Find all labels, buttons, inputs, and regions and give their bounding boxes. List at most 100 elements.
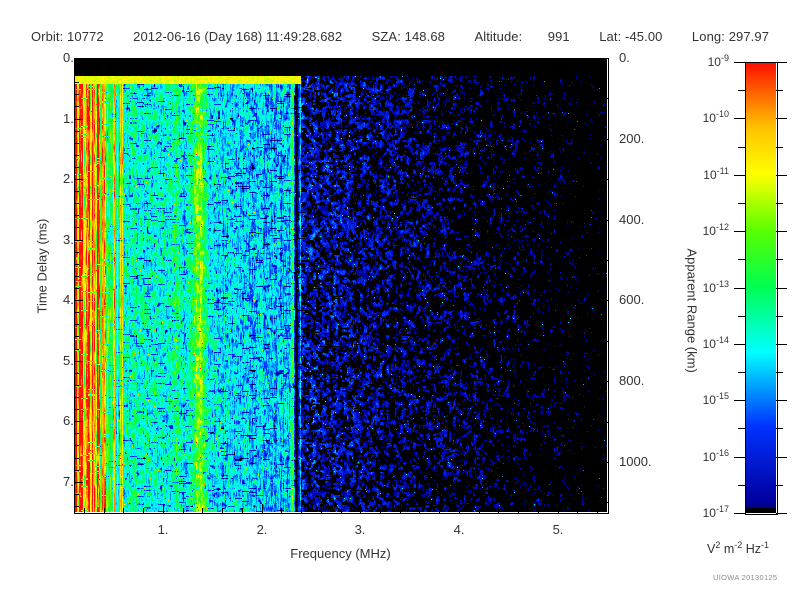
figure-credit: UIOWA 20130125 (713, 573, 778, 582)
x-minor-tick (281, 508, 282, 513)
y-left-minor-tick (74, 143, 79, 144)
colorbar-minor-tick-right (776, 203, 783, 204)
y-right-minor-tick (603, 179, 608, 180)
x-tick-label-0: 1. (157, 522, 169, 537)
y-left-minor-tick (74, 203, 79, 204)
x-tick-label-2: 3. (354, 522, 366, 537)
y-left-minor-tick (74, 167, 79, 168)
x-major-tick (163, 504, 164, 513)
x-major-tick (360, 504, 361, 513)
x-minor-tick (577, 508, 578, 513)
colorbar-major-tick-left (734, 175, 745, 176)
y-right-major-tick (599, 139, 608, 140)
colorbar-major-tick-left (734, 457, 745, 458)
y-left-minor-tick (74, 106, 79, 107)
orbit-value: 10772 (67, 29, 104, 44)
colorbar-major-tick-left (734, 62, 745, 63)
y-left-minor-tick (74, 312, 79, 313)
x-minor-tick (419, 508, 420, 513)
y-right-minor-tick-end (602, 511, 607, 512)
colorbar-minor-tick-left (738, 485, 745, 486)
y-left-major-tick (74, 361, 83, 362)
y-right-tick-label-1: 200. (619, 131, 645, 146)
datetime-value: 2012-06-16 (Day 168) 11:49:28.682 (133, 29, 343, 44)
orbit-label: Orbit: (30, 29, 64, 44)
y-left-minor-tick (74, 506, 79, 507)
colorbar-major-tick-right (776, 231, 787, 232)
y-left-minor-tick (74, 336, 79, 337)
y-left-minor-tick (74, 155, 79, 156)
colorbar-minor-tick-right (776, 259, 783, 260)
colorbar-tick-label-2: 10-11 (703, 166, 729, 182)
y-right-minor-tick (603, 260, 608, 261)
colorbar-major-tick-left (734, 231, 745, 232)
y-left-minor-tick (74, 458, 79, 459)
colorbar-minor-tick-left (738, 428, 745, 429)
altitude-value: 991 (547, 29, 570, 44)
x-minor-tick (321, 508, 322, 513)
x-minor-tick (104, 508, 105, 513)
x-minor-tick (380, 508, 381, 513)
y-left-minor-tick (74, 445, 79, 446)
y-right-major-tick (599, 300, 608, 301)
x-tick-label-3: 4. (453, 522, 465, 537)
colorbar-major-tick-left (734, 288, 745, 289)
colorbar-major-tick-right (776, 344, 787, 345)
altitude-label: Altitude: (474, 29, 523, 44)
x-minor-tick (301, 508, 302, 513)
y-left-minor-tick (74, 276, 79, 277)
spectrogram-plot-area (74, 58, 607, 512)
x-minor-tick (518, 508, 519, 513)
long-value: 297.97 (728, 29, 770, 44)
long-label: Long: (691, 29, 725, 44)
y-right-major-tick (599, 58, 608, 59)
y-left-minor-tick (74, 227, 79, 228)
x-minor-tick (202, 508, 203, 513)
sza-value: 148.68 (404, 29, 446, 44)
x-minor-tick (242, 508, 243, 513)
x-major-tick (558, 504, 559, 513)
x-tick-label-4: 5. (552, 522, 564, 537)
colorbar-minor-tick-left (738, 147, 745, 148)
y-right-tick-label-4: 800. (619, 373, 645, 388)
colorbar-minor-tick-right (776, 372, 783, 373)
colorbar-minor-tick-right (776, 316, 783, 317)
colorbar-major-tick-left (734, 118, 745, 119)
y-left-minor-tick (74, 288, 79, 289)
radargram-canvas (74, 58, 607, 512)
colorbar-tick-label-7: 10-16 (702, 448, 729, 464)
x-axis-title: Frequency (MHz) (290, 546, 391, 561)
colorbar-major-tick-right (776, 288, 787, 289)
y-right-major-tick (599, 462, 608, 463)
lat-label: Lat: (599, 29, 622, 44)
y-left-minor-tick (74, 409, 79, 410)
y-left-major-tick (74, 300, 83, 301)
y-left-minor-tick (74, 433, 79, 434)
colorbar-tick-label-1: 10-10 (702, 109, 729, 125)
colorbar-minor-tick-left (738, 372, 745, 373)
colorbar-minor-tick-right (776, 90, 783, 91)
y-right-minor-tick (603, 502, 608, 503)
colorbar-tick-label-5: 10-14 (702, 335, 729, 351)
y-left-major-tick (74, 58, 83, 59)
y-axis-right-title: Apparent Range (km) (684, 248, 700, 373)
x-minor-tick (498, 508, 499, 513)
y-left-minor-tick (74, 385, 79, 386)
colorbar-major-tick-left (734, 344, 745, 345)
y-right-tick-label-2: 400. (619, 212, 645, 227)
x-minor-tick (341, 508, 342, 513)
x-minor-tick (222, 508, 223, 513)
y-right-minor-tick (603, 341, 608, 342)
colorbar-minor-tick-right (776, 147, 783, 148)
y-left-minor-tick (74, 324, 79, 325)
colorbar-unit-label: V2 m-2 Hz-1 (707, 540, 770, 557)
x-minor-tick (123, 508, 124, 513)
y-right-tick-label-0: 0. (619, 50, 630, 65)
y-right-major-tick (599, 381, 608, 382)
x-major-tick (262, 504, 263, 513)
lat-value: -45.00 (625, 29, 663, 44)
y-left-minor-tick (74, 349, 79, 350)
y-left-minor-tick (74, 191, 79, 192)
colorbar-major-tick-right (776, 513, 787, 514)
